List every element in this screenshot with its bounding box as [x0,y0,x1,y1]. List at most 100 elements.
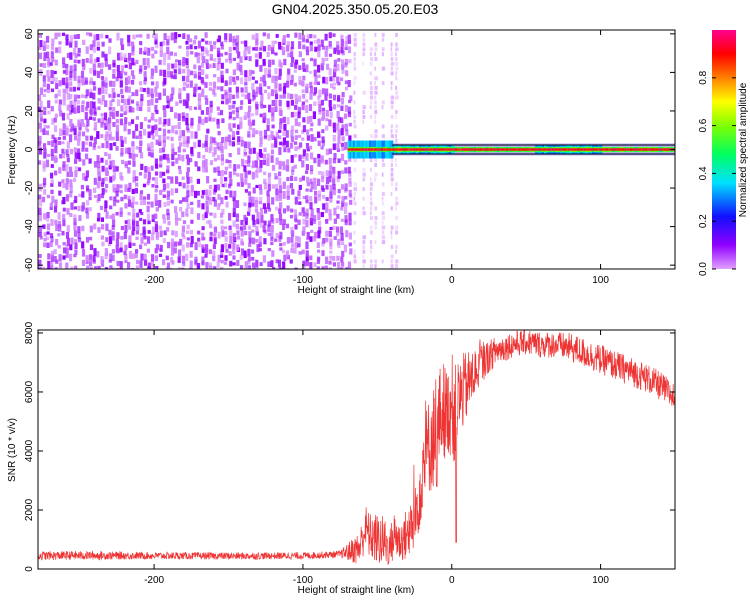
heatmap-cell [390,206,393,211]
heatmap-cell [158,92,162,100]
heatmap-cell [229,260,233,267]
heatmap-cell [58,181,62,187]
heatmap-cell [344,167,348,174]
heatmap-cell [235,76,240,81]
heatmap-cell [328,230,332,238]
heatmap-cell [240,230,244,237]
heatmap-cell [50,88,55,93]
heatmap-cell [208,262,212,268]
heatmap-cell [97,87,101,95]
heatmap-cell [69,185,73,193]
heatmap-cell [306,231,310,240]
heatmap-cell [302,44,306,50]
heatmap-cell [192,39,196,45]
heatmap-cell [131,80,135,85]
heatmap-cell [369,95,374,100]
heatmap-cell [109,160,113,168]
heatmap-cell [390,163,393,167]
heatmap-cell [369,240,373,245]
heatmap-cell [208,197,212,201]
heatmap-cell [151,232,155,241]
heatmap-cell [239,265,244,269]
heatmap-cell [279,247,283,251]
heatmap-cell [344,206,348,215]
heatmap-cell [216,184,221,191]
heatmap-cell [289,214,294,219]
heatmap-cell [286,191,290,198]
heatmap-cell [69,52,73,60]
heatmap-cell [374,52,377,57]
heatmap-cell [449,148,453,151]
heatmap-cell [353,196,356,201]
heatmap-cell [144,259,148,266]
heatmap-cell [298,51,302,58]
heatmap-cell [135,116,139,120]
heatmap-cell [103,112,108,121]
heatmap-cell [224,136,228,142]
heatmap-cell [286,205,290,212]
heatmap-cell [92,255,96,262]
heatmap-cell [158,225,162,230]
heatmap-cell [109,205,113,210]
heatmap-cell [178,45,182,49]
heatmap-cell [302,211,306,217]
heatmap-cell [390,182,394,187]
heatmap-cell [162,171,166,176]
heatmap-cell [255,197,259,203]
heatmap-cell [62,255,66,260]
heatmap-cell [112,92,116,98]
heatmap-cell [290,208,294,213]
heatmap-cell [259,188,263,195]
heatmap-cell [121,159,125,165]
heatmap-cell [232,200,237,208]
heatmap-cell [62,88,66,94]
heatmap-cell [100,193,104,199]
heatmap-cell [65,87,69,94]
heatmap-cell [255,170,259,178]
heatmap-cell [42,160,46,169]
heatmap-cell [62,213,66,220]
heatmap-cell [316,242,320,248]
heatmap-cell [369,167,372,172]
heatmap-cell [150,201,154,208]
heatmap-cell [294,118,298,126]
heatmap-cell [77,59,81,64]
heatmap-cell [572,148,576,151]
heatmap-cell [155,130,159,137]
heatmap-cell [197,139,201,148]
heatmap-cell [158,59,162,65]
heatmap-cell [244,70,248,77]
heatmap-cell [167,100,171,108]
heatmap-cell [298,177,303,182]
heatmap-cell [220,219,224,224]
heatmap-cell [248,148,252,155]
heatmap-cell [341,241,345,245]
heatmap-cell [135,124,139,132]
heatmap-cell [212,88,216,95]
heatmap-cell [213,266,217,269]
heatmap-cell [174,125,178,129]
heatmap-cell [182,197,186,202]
heatmap-cell [97,118,101,123]
heatmap-cell [353,114,356,119]
heatmap-cell [113,196,117,202]
heatmap-cell [381,81,385,86]
heatmap-cell [263,147,267,153]
heatmap-cell [174,212,178,220]
heatmap-cell [395,225,399,230]
heatmap-cell [151,112,155,121]
heatmap-cell [119,76,123,80]
heatmap-cell [263,178,267,184]
heatmap-cell [50,219,54,226]
heatmap-cell [336,123,340,131]
heatmap-cell [201,247,205,253]
heatmap-cell [127,34,131,43]
heatmap-cell [81,123,85,127]
heatmap-cell [155,110,159,114]
heatmap-cell [255,104,259,110]
heatmap-cell [317,212,321,220]
heatmap-cell [200,195,205,199]
heatmap-cell [196,263,201,269]
heatmap-cell [298,65,302,70]
